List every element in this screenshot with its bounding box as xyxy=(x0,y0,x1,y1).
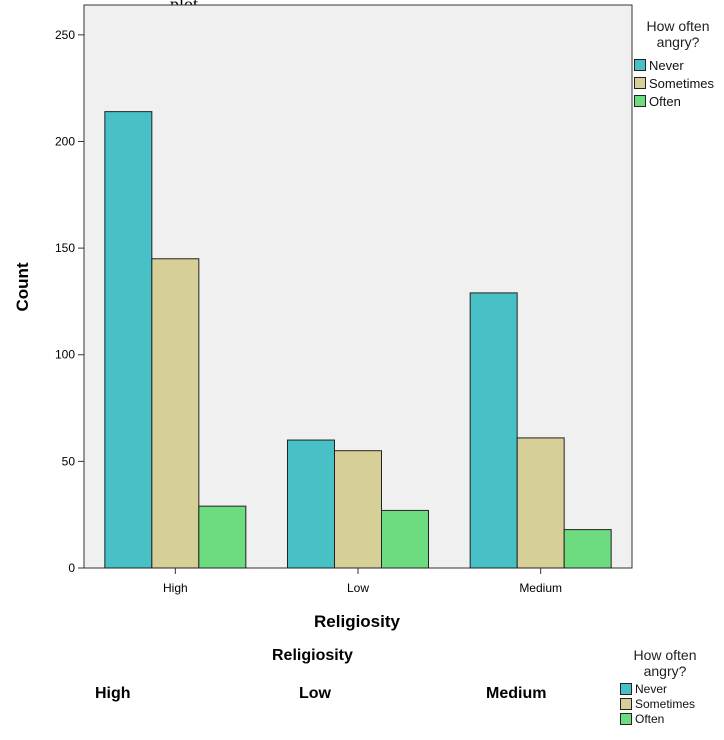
lower-legend-swatch xyxy=(620,682,632,695)
legend-swatch xyxy=(634,59,646,71)
bar-medium-sometimes xyxy=(516,437,565,569)
bar-high-often xyxy=(198,505,247,569)
bar-low-never xyxy=(287,439,335,569)
chart-legend: How often angry? Never Sometimes Often xyxy=(634,18,722,110)
bar-medium-never xyxy=(469,292,518,569)
lower-legend-swatch xyxy=(620,712,632,725)
legend-title: How often angry? xyxy=(646,18,710,50)
lower-legend-label: Never xyxy=(635,681,668,696)
y-tick-label: 100 xyxy=(55,348,75,362)
y-tick-label: 150 xyxy=(55,241,75,255)
legend-label: Often xyxy=(649,93,681,109)
bar-low-sometimes xyxy=(334,450,382,569)
x-tick-label: High xyxy=(163,581,188,595)
legend-swatch xyxy=(634,95,646,107)
bar-medium-often xyxy=(563,529,612,569)
panel-label-medium: Medium xyxy=(486,685,547,702)
y-tick-label: 0 xyxy=(68,561,75,575)
legend-swatch xyxy=(634,77,646,89)
lower-legend-swatch xyxy=(620,697,632,710)
panel-label-low: Low xyxy=(299,685,331,702)
legend-item-often: Often xyxy=(634,92,722,110)
y-tick-label: 250 xyxy=(55,28,75,42)
legend-label: Sometimes xyxy=(649,75,715,91)
legend-label: Never xyxy=(649,57,684,73)
lower-legend: How often angry? Never Sometimes Often xyxy=(620,647,710,726)
lower-legend-item-often: Often xyxy=(620,711,710,726)
x-axis-label: Religiosity xyxy=(314,612,401,631)
legend-item-sometimes: Sometimes xyxy=(634,74,722,92)
bar-chart: 0 50 100 150 200 250 High Low Medium Count Reli… xyxy=(13,4,633,631)
bar-high-sometimes xyxy=(151,258,200,569)
lower-legend-label: Often xyxy=(635,711,665,726)
x-tick-label: Low xyxy=(347,581,369,595)
panel-label-high: High xyxy=(95,685,131,702)
y-axis-label: Count xyxy=(13,262,32,311)
legend-item-never: Never xyxy=(634,56,722,74)
lower-legend-label: Sometimes xyxy=(635,696,696,711)
lower-legend-item-never: Never xyxy=(620,681,710,696)
y-tick-label: 200 xyxy=(55,134,75,148)
bar-high-never xyxy=(104,111,153,569)
x-tick-label: Medium xyxy=(519,581,562,595)
lower-legend-title: How often angry? xyxy=(633,647,697,679)
bar-low-often xyxy=(381,509,429,569)
lower-panel-title: Religiosity xyxy=(272,647,353,664)
lower-legend-item-sometimes: Sometimes xyxy=(620,696,710,711)
y-tick-label: 50 xyxy=(62,454,76,468)
